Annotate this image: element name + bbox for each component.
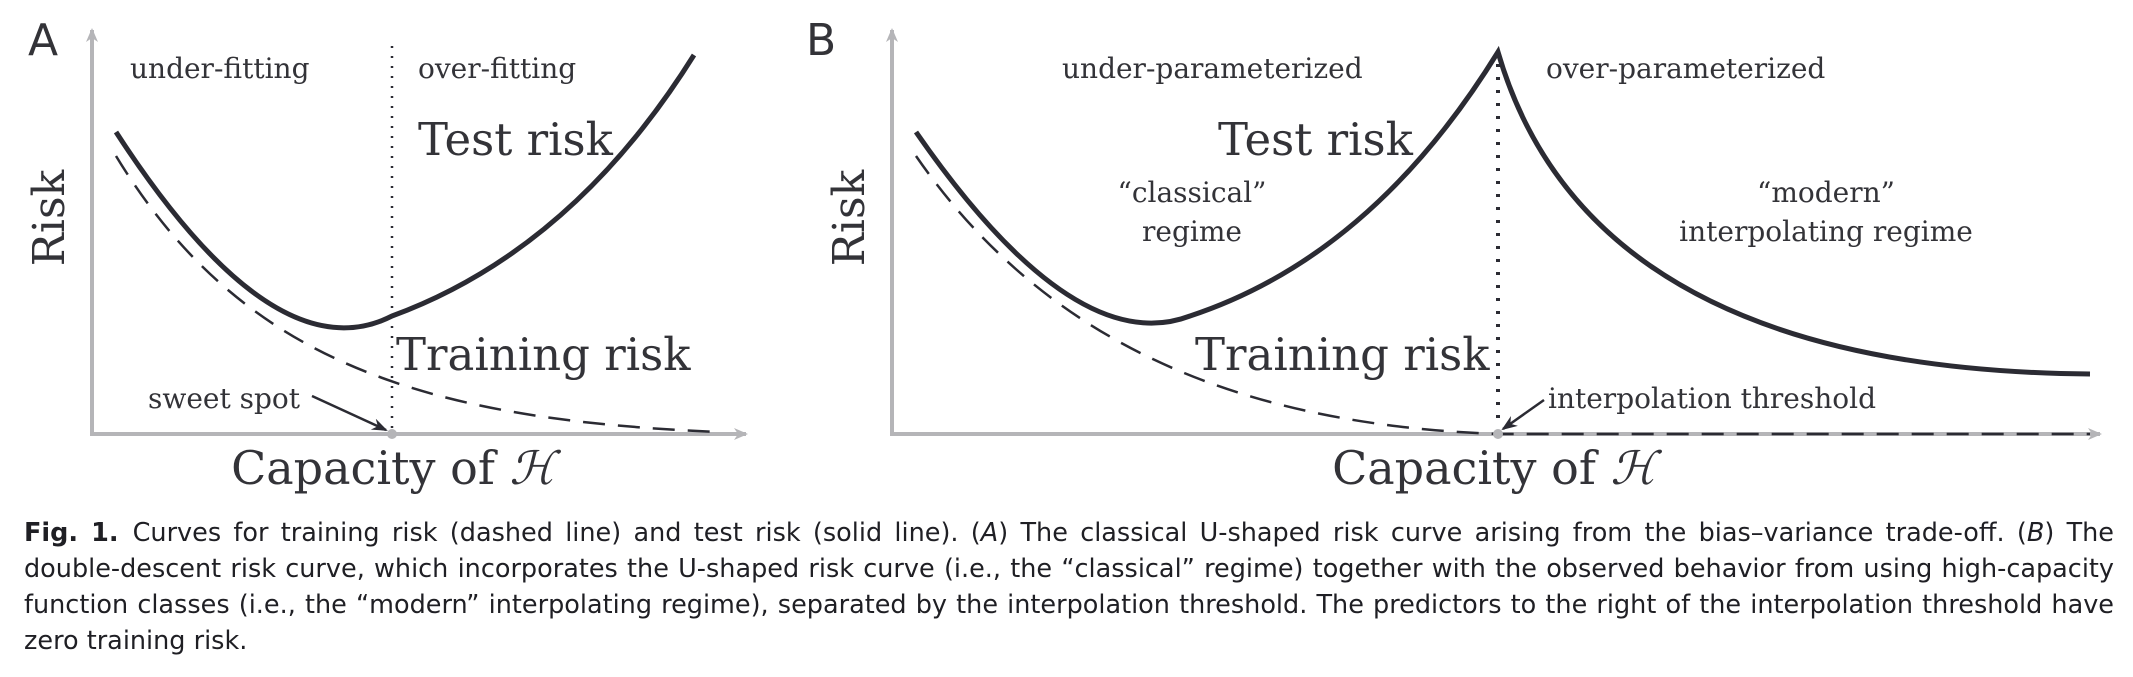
panel-b-letter: B — [806, 15, 836, 66]
panel-a-y-axis-label: Risk — [24, 169, 75, 266]
panel-b-y-axis-label: Risk — [824, 169, 875, 266]
panel-a-training-risk-curve — [114, 155, 721, 434]
panel-b-classical-label-line1: “classical” — [1118, 176, 1267, 209]
figure: A under-fitting over-fitting Test risk T… — [24, 15, 2102, 495]
caption-text-part1: Curves for training risk (dashed line) a… — [132, 518, 981, 548]
panel-b-region-over-parameterized: over-parameterized — [1546, 52, 1825, 85]
caption-text-part3: ) The double-descent risk curve, which i… — [24, 518, 2114, 656]
panel-b-modern-label-line1: “modern” — [1757, 176, 1895, 209]
panel-a-annotation-sweet-spot: sweet spot — [148, 382, 301, 415]
caption-panel-ref-a: A — [980, 518, 999, 548]
panel-a-sweet-spot-marker — [387, 429, 397, 439]
panel-a-x-axis-label: Capacity of ℋ — [231, 441, 561, 495]
panel-a: A under-fitting over-fitting Test risk T… — [24, 15, 748, 495]
panel-a-test-risk-curve — [113, 53, 697, 331]
panel-a-letter: A — [28, 15, 58, 66]
panel-b-annotation-arrow — [1501, 398, 1545, 431]
panel-a-region-under-fitting: under-fitting — [130, 52, 310, 85]
panel-a-training-risk-label: Training risk — [396, 328, 691, 381]
panel-b-test-risk-label: Test risk — [1218, 113, 1414, 166]
panel-b-training-risk-label: Training risk — [1195, 328, 1490, 381]
panel-b-annotation-interpolation-threshold: interpolation threshold — [1548, 382, 1876, 415]
panel-a-test-risk-label: Test risk — [418, 113, 614, 166]
panel-b-threshold-marker — [1493, 429, 1503, 439]
panel-b: B under-parameterized over-parameterized… — [806, 15, 2102, 495]
panel-b-region-under-parameterized: under-parameterized — [1062, 52, 1363, 85]
caption-panel-ref-b: B — [2026, 518, 2045, 548]
panel-b-classical-label-line2: regime — [1142, 215, 1242, 248]
panel-b-test-risk-curve — [913, 45, 2091, 377]
caption-figure-label: Fig. 1. — [24, 518, 119, 548]
figure-caption: Fig. 1. Curves for training risk (dashed … — [24, 515, 2114, 659]
panel-a-annotation-arrow — [311, 394, 388, 432]
panel-b-training-risk-curve — [914, 155, 2090, 436]
panel-b-modern-label-line2: interpolating regime — [1679, 215, 1973, 248]
panel-a-region-over-fitting: over-fitting — [418, 52, 576, 85]
caption-text-part2: ) The classical U-shaped risk curve aris… — [998, 518, 2027, 548]
panel-b-x-axis-label: Capacity of ℋ — [1332, 441, 1662, 495]
